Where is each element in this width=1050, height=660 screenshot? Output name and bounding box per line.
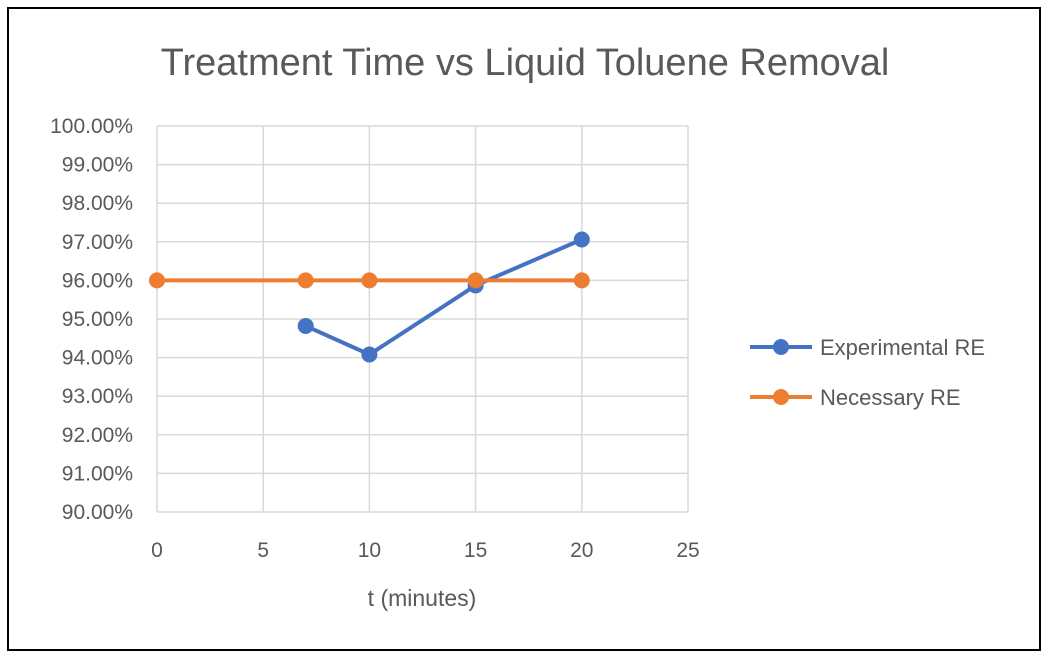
y-tick-label: 94.00%: [62, 347, 133, 370]
y-tick-label: 97.00%: [62, 231, 133, 254]
y-axis-ticks: 90.00% 91.00% 92.00% 93.00% 94.00% 95.00% 96.0…: [50, 115, 133, 524]
x-tick-label: 20: [570, 539, 593, 562]
legend-item: Experimental RE: [750, 335, 985, 360]
data-point: [573, 231, 590, 248]
x-tick-label: 25: [676, 539, 699, 562]
x-tick-label: 0: [151, 539, 163, 562]
y-tick-label: 99.00%: [62, 154, 133, 177]
chart-frame: [7, 7, 1041, 651]
y-tick-label: 100.00%: [50, 115, 133, 138]
y-tick-label: 98.00%: [62, 192, 133, 215]
series-experimental-re: [297, 231, 590, 363]
series-line: [304, 237, 583, 357]
y-tick-label: 93.00%: [62, 385, 133, 408]
gridlines: [156, 125, 689, 513]
y-tick-label: 95.00%: [62, 308, 133, 331]
x-tick-label: 5: [257, 539, 269, 562]
legend-marker: [773, 339, 789, 355]
series-plot-area: [149, 231, 590, 363]
x-axis-ticks: 0 5 10 15 20 25: [151, 539, 700, 562]
data-point: [297, 317, 314, 334]
x-tick-label: 10: [358, 539, 381, 562]
legend-label: Necessary RE: [820, 385, 961, 410]
legend-label: Experimental RE: [820, 335, 985, 360]
chart-title: Treatment Time vs Liquid Toluene Removal: [161, 42, 890, 84]
data-point: [149, 272, 165, 289]
series-necessary-re: [149, 272, 590, 289]
legend: Experimental RE Necessary RE: [750, 335, 985, 410]
x-axis-label: t (minutes): [368, 585, 477, 611]
y-tick-label: 90.00%: [62, 501, 133, 524]
y-tick-label: 96.00%: [62, 269, 133, 292]
data-point: [467, 272, 484, 289]
y-tick-label: 92.00%: [62, 424, 133, 447]
data-point: [573, 272, 590, 289]
x-tick-label: 15: [464, 539, 487, 562]
data-point: [361, 272, 378, 289]
legend-marker: [773, 389, 789, 405]
data-point: [297, 272, 314, 289]
y-tick-label: 91.00%: [62, 462, 133, 485]
legend-item: Necessary RE: [750, 385, 961, 410]
data-point: [361, 346, 378, 363]
